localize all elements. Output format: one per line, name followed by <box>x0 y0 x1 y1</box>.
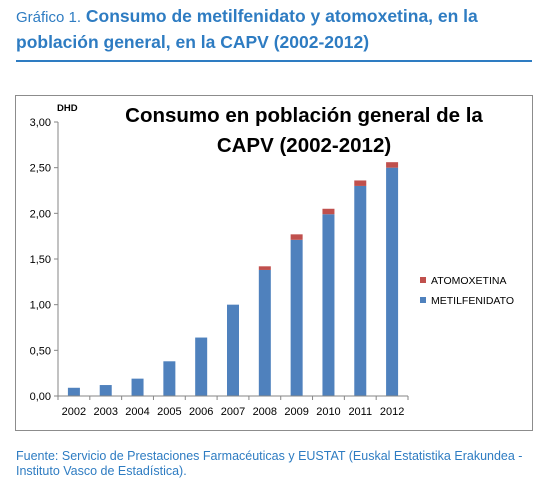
bar-atomoxetina <box>386 162 399 168</box>
x-tick-label: 2004 <box>125 406 149 418</box>
x-tick-label: 2006 <box>189 406 213 418</box>
y-tick-label: 2,00 <box>30 208 51 220</box>
y-tick-label: 3,00 <box>30 117 51 129</box>
x-tick-label: 2009 <box>284 406 308 418</box>
legend-label: METILFENIDATO <box>431 295 514 307</box>
x-tick-label: 2008 <box>253 406 277 418</box>
bar-metilfenidato <box>322 214 335 396</box>
figure-title: Consumo de metilfenidato y atomoxetina, … <box>16 6 478 52</box>
bar-metilfenidato <box>99 385 112 396</box>
y-axis-label: DHD <box>57 103 78 114</box>
chart-title-line-2: CAPV (2002-2012) <box>217 134 391 157</box>
legend-label: ATOMOXETINA <box>431 275 506 287</box>
y-tick-label: 1,50 <box>30 254 51 266</box>
x-tick-label: 2002 <box>62 406 86 418</box>
x-tick-label: 2007 <box>221 406 245 418</box>
bar-metilfenidato <box>258 269 271 396</box>
bar-metilfenidato <box>67 387 80 396</box>
bar-metilfenidato <box>163 361 176 396</box>
x-axis: 2002 2003 2004 2005 2006 2007 2008 2009 2010 2011… <box>57 395 409 418</box>
bar-metilfenidato <box>386 167 399 396</box>
x-tick-label: 2005 <box>157 406 181 418</box>
legend-swatch <box>420 297 426 303</box>
x-tick-label: 2003 <box>93 406 117 418</box>
x-tick-label: 2012 <box>380 406 404 418</box>
bar-atomoxetina <box>354 180 367 186</box>
bars <box>67 162 399 396</box>
bar-metilfenidato <box>290 239 303 396</box>
x-tick-label: 2011 <box>348 406 372 418</box>
chart-title-line-1: Consumo en población general de la <box>125 104 483 127</box>
legend-swatch <box>420 277 426 283</box>
x-tick-label: 2010 <box>316 406 340 418</box>
bar-atomoxetina <box>258 266 271 270</box>
legend: ATOMOXETINA METILFENIDATO <box>420 275 514 307</box>
figure-number: Gráfico 1. <box>16 9 82 26</box>
y-tick-label: 0,00 <box>30 391 51 403</box>
y-axis: 0,00 0,50 1,00 1,50 2,00 2,50 3,00 <box>30 117 59 403</box>
bar-atomoxetina <box>290 234 303 240</box>
bar-metilfenidato <box>195 337 208 396</box>
chart-frame: Consumo en población general de la CAPV … <box>15 95 533 431</box>
caption-rule <box>16 60 532 62</box>
y-tick-label: 0,50 <box>30 345 51 357</box>
bar-metilfenidato <box>354 185 367 396</box>
bar-atomoxetina <box>322 208 335 215</box>
bar-metilfenidato <box>131 378 144 396</box>
bar-metilfenidato <box>227 304 239 396</box>
y-tick-label: 2,50 <box>30 163 51 175</box>
bar-chart: Consumo en población general de la CAPV … <box>30 103 514 418</box>
figure-caption: Gráfico 1. Consumo de metilfenidato y at… <box>16 4 536 54</box>
y-tick-label: 1,00 <box>30 300 51 312</box>
source-note: Fuente: Servicio de Prestaciones Farmacé… <box>16 449 523 478</box>
